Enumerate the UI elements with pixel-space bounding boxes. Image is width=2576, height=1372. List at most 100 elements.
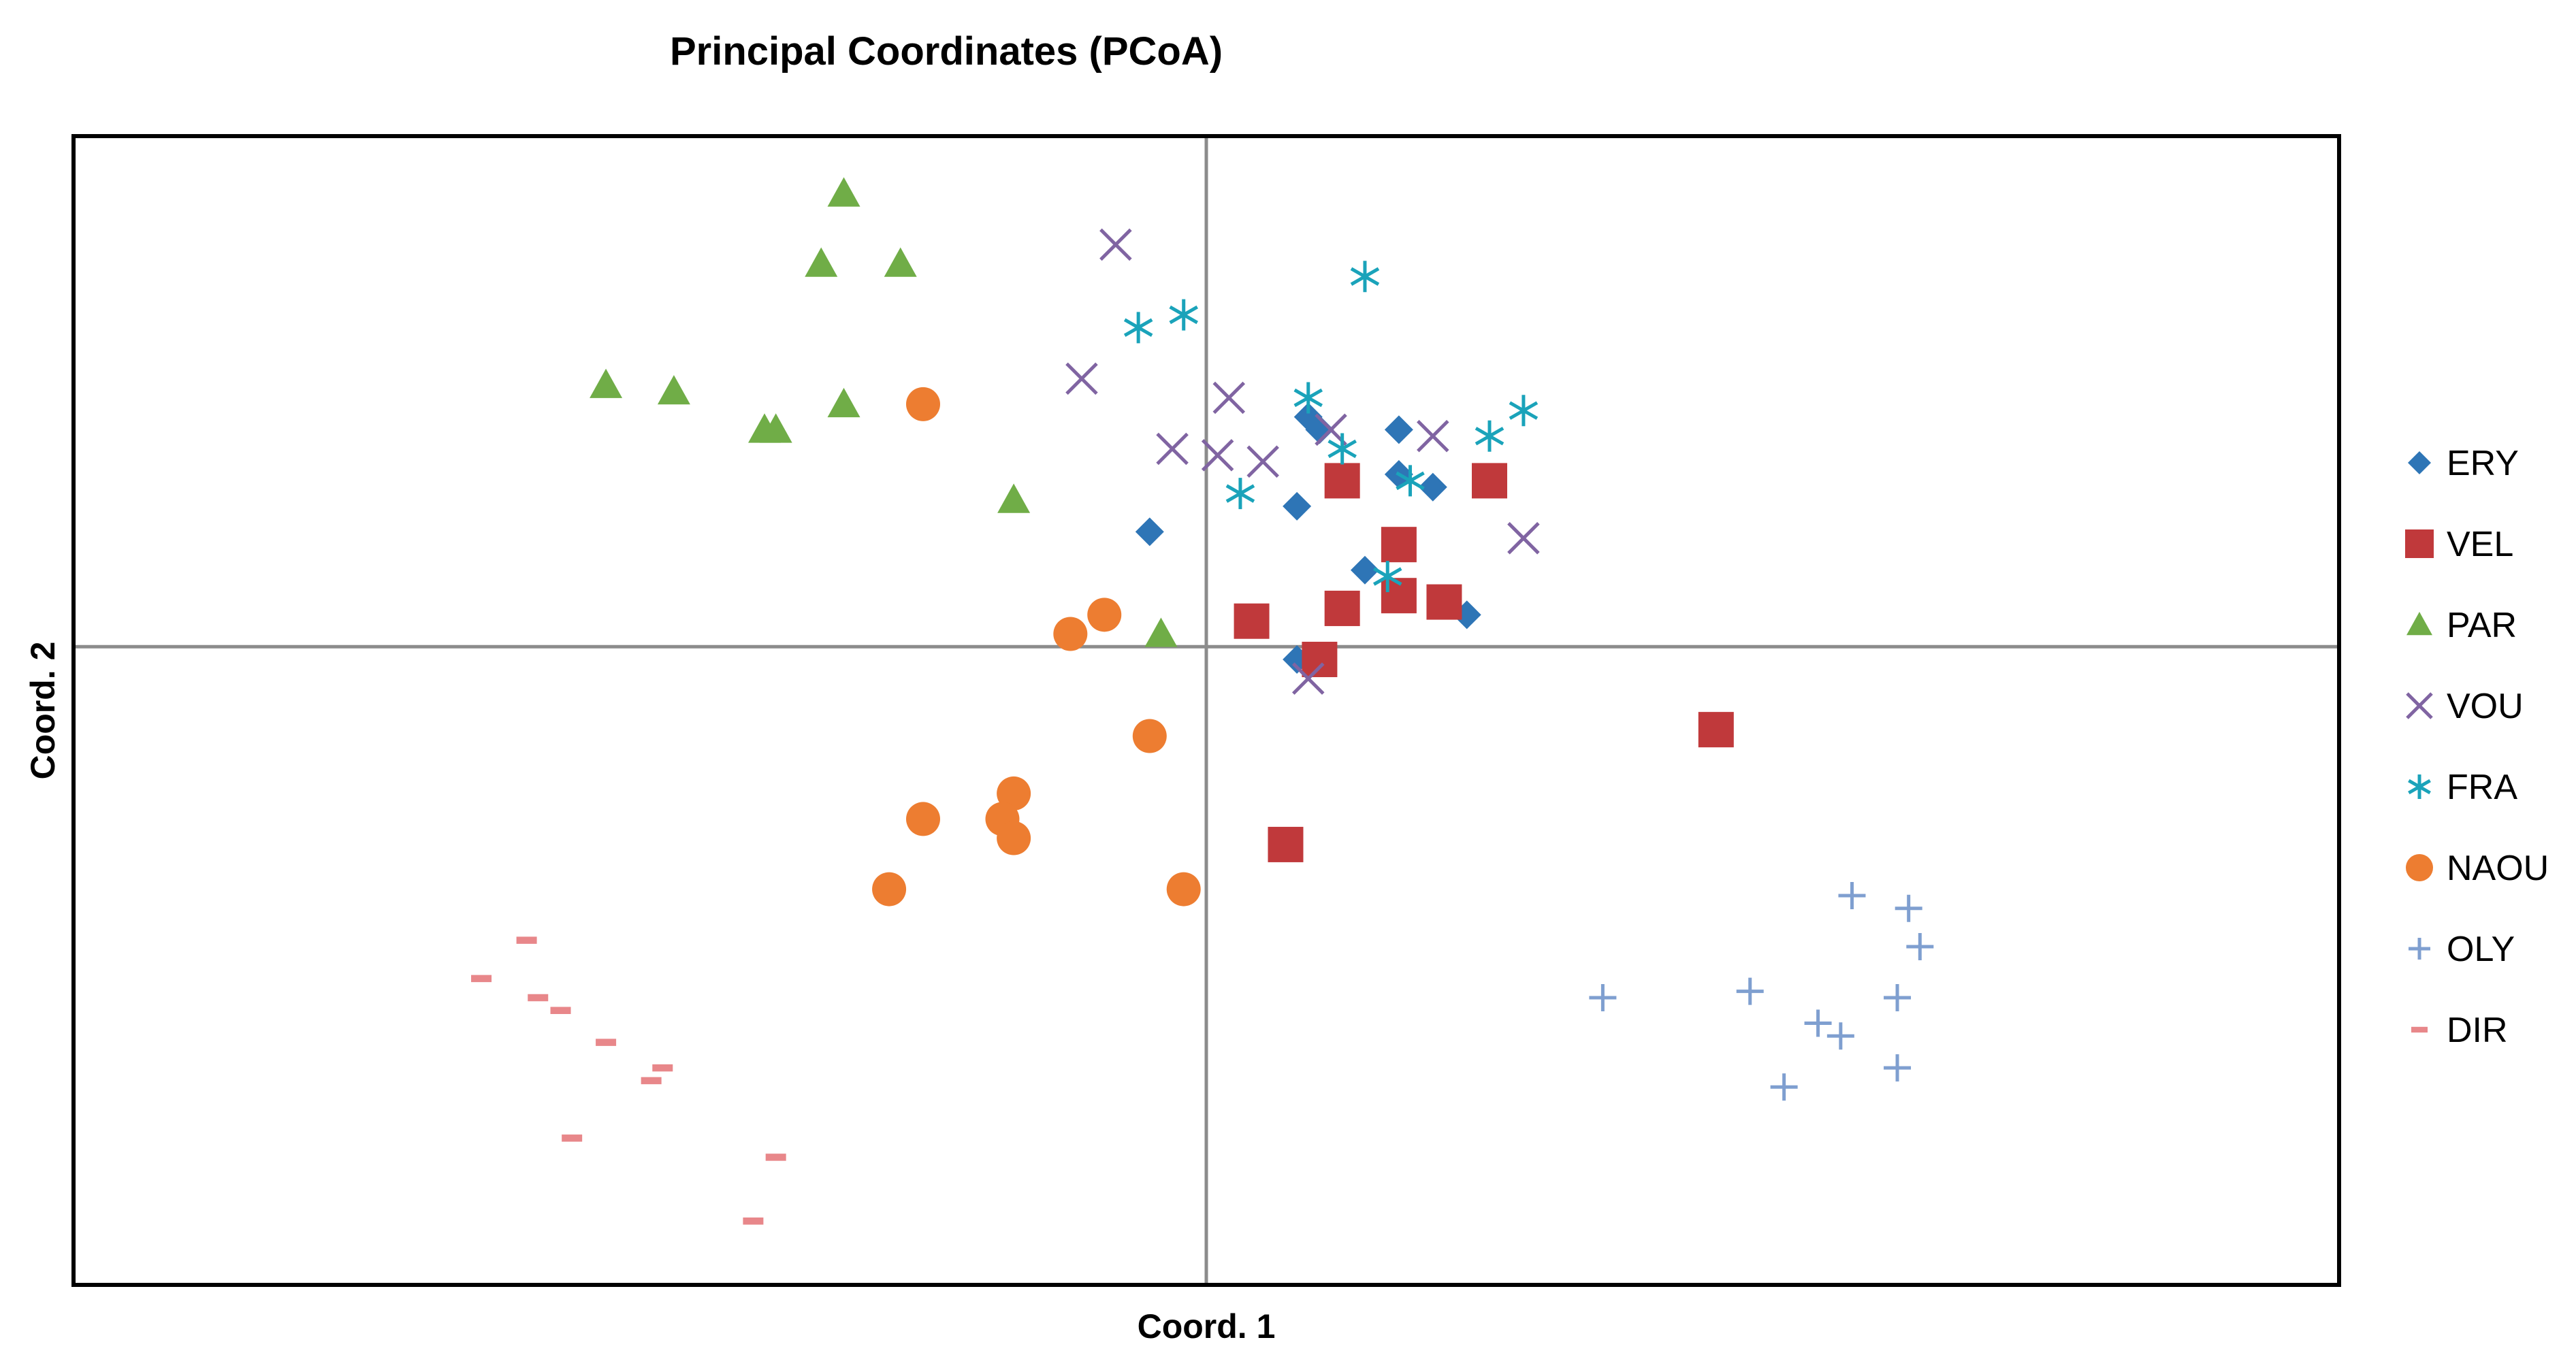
legend-marker-dir <box>2411 1026 2428 1033</box>
point-fra-4 <box>1293 382 1323 414</box>
series-ery <box>1135 402 1481 674</box>
point-par-10 <box>1144 617 1178 647</box>
series-par <box>590 177 1178 647</box>
legend-item-vel: VEL <box>2405 525 2513 564</box>
legend-label-vou: VOU <box>2447 687 2524 726</box>
point-fra-10 <box>1372 561 1402 593</box>
point-par-4 <box>590 368 623 398</box>
legend-label-fra: FRA <box>2447 768 2517 807</box>
point-vou-4 <box>1156 432 1189 466</box>
legend-marker-par <box>2406 612 2432 636</box>
point-par-8 <box>827 387 860 418</box>
legend-item-oly: OLY <box>2409 930 2515 969</box>
point-dir-2 <box>471 975 492 983</box>
point-vou-9 <box>1507 522 1540 555</box>
legend-item-vou: VOU <box>2406 687 2524 726</box>
chart-title: Principal Coordinates (PCoA) <box>670 29 1223 74</box>
legend-marker-ery <box>2408 451 2431 474</box>
point-fra-7 <box>1396 465 1425 497</box>
point-vel-1 <box>1234 603 1270 639</box>
point-naou-5 <box>997 776 1031 811</box>
y-axis-label: Coord. 2 <box>24 642 62 780</box>
point-dir-7 <box>641 1077 662 1085</box>
point-oly-5 <box>1736 977 1764 1005</box>
point-ery-5 <box>1350 555 1379 585</box>
point-dir-6 <box>652 1064 673 1072</box>
legend-label-oly: OLY <box>2447 930 2515 969</box>
series-naou <box>872 387 1201 906</box>
point-naou-6 <box>906 802 940 836</box>
legend-item-dir: DIR <box>2411 1011 2508 1050</box>
series-oly <box>1589 881 1934 1101</box>
legend-marker-fra <box>2408 774 2431 799</box>
point-fra-8 <box>1475 420 1504 452</box>
point-vel-3 <box>1324 590 1360 626</box>
point-par-5 <box>657 375 690 405</box>
point-dir-3 <box>528 994 549 1002</box>
legend-marker-oly <box>2409 938 2430 960</box>
legend-item-fra: FRA <box>2408 768 2517 807</box>
point-ery-2 <box>1283 491 1312 521</box>
point-fra-3 <box>1350 261 1380 293</box>
point-vou-1 <box>1099 228 1132 261</box>
point-par-3 <box>884 247 917 277</box>
legend-label-ery: ERY <box>2447 444 2519 483</box>
point-vel-4 <box>1324 463 1360 499</box>
point-naou-4 <box>1132 719 1167 753</box>
point-naou-9 <box>872 872 907 906</box>
point-vou-10 <box>1291 662 1325 695</box>
plot-frame <box>71 134 2341 1287</box>
legend-label-dir: DIR <box>2447 1011 2508 1050</box>
point-vou-5 <box>1201 439 1234 472</box>
point-vel-8 <box>1472 463 1507 499</box>
point-dir-4 <box>550 1007 571 1015</box>
point-vel-5 <box>1381 527 1417 563</box>
point-dir-10 <box>743 1217 764 1225</box>
legend-marker-vou <box>2406 692 2433 719</box>
point-oly-4 <box>1589 984 1617 1011</box>
legend-label-vel: VEL <box>2447 525 2513 564</box>
point-vel-9 <box>1268 826 1304 862</box>
point-naou-1 <box>906 387 940 421</box>
point-par-7 <box>748 413 782 443</box>
point-naou-2 <box>1087 598 1122 632</box>
point-naou-10 <box>1166 872 1201 906</box>
legend-item-naou: NAOU <box>2406 849 2549 888</box>
legend-marker-vel <box>2405 529 2434 558</box>
point-par-9 <box>997 483 1031 513</box>
point-fra-9 <box>1509 395 1539 427</box>
point-vel-10 <box>1698 712 1734 748</box>
series-vou <box>1065 228 1540 695</box>
point-oly-1 <box>1838 881 1866 909</box>
legend-label-par: PAR <box>2447 606 2517 645</box>
point-oly-8 <box>1884 984 1912 1011</box>
series-dir <box>471 936 786 1225</box>
point-dir-1 <box>516 936 537 944</box>
point-vou-2 <box>1065 362 1098 395</box>
point-ery-7 <box>1384 415 1413 444</box>
point-oly-3 <box>1906 932 1934 960</box>
point-vel-7 <box>1426 584 1462 620</box>
point-naou-8 <box>997 821 1031 855</box>
point-oly-2 <box>1895 894 1922 922</box>
point-par-1 <box>827 177 860 207</box>
legend-marker-naou <box>2406 854 2433 881</box>
point-fra-5 <box>1327 433 1357 465</box>
legend-item-par: PAR <box>2406 606 2517 645</box>
point-ery-8 <box>1418 472 1447 502</box>
series-fra <box>1123 261 1539 593</box>
point-vel-2 <box>1302 641 1338 677</box>
point-vou-8 <box>1417 419 1449 453</box>
point-ery-1 <box>1135 517 1164 546</box>
x-axis-label: Coord. 1 <box>1138 1307 1276 1345</box>
point-oly-6 <box>1804 1009 1832 1037</box>
point-fra-6 <box>1225 478 1255 510</box>
legend-label-naou: NAOU <box>2447 849 2549 888</box>
point-dir-9 <box>765 1154 786 1161</box>
plot-area <box>74 136 2339 1285</box>
point-oly-10 <box>1884 1054 1912 1082</box>
point-fra-1 <box>1123 312 1153 344</box>
series-vel <box>1234 463 1734 862</box>
point-vou-3 <box>1212 381 1246 414</box>
